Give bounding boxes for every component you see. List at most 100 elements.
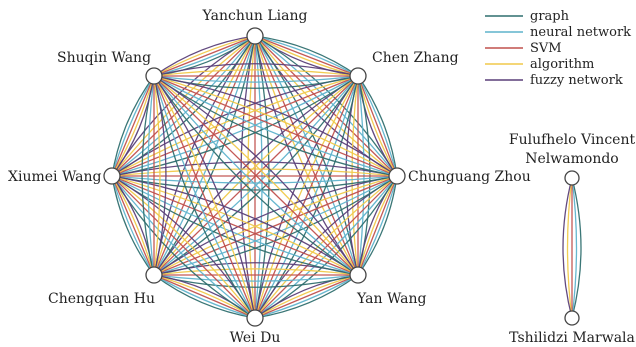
legend-label-fuzzy-network: fuzzy network: [530, 73, 623, 88]
edge-neural-network: [153, 35, 256, 276]
label-tshilidzi-marwala: Tshilidzi Marwala: [509, 330, 635, 346]
edge-neural-network: [571, 177, 578, 319]
edge-neural-network: [357, 75, 398, 177]
edge-graph: [153, 75, 359, 276]
edge-fuzzy-network: [153, 75, 256, 319]
edge-neural-network: [153, 75, 256, 319]
edge-fuzzy-network: [153, 63, 359, 77]
edge-fuzzy-network: [111, 75, 155, 177]
edge-neural-network: [357, 175, 398, 276]
edge-algorithm: [111, 175, 359, 276]
edge-neural-network: [254, 35, 398, 177]
edge-svm: [111, 35, 256, 177]
legend-label-svm: SVM: [530, 41, 562, 56]
edge-svm: [254, 274, 359, 319]
edge-svm: [357, 175, 398, 276]
label-fulufhelo-line2: Nelwamondo: [525, 151, 618, 167]
legend: graph neural network SVM algorithm fuzzy…: [485, 9, 631, 88]
edge-neural-network: [153, 274, 256, 319]
edge-algorithm: [357, 175, 398, 276]
edge-graph: [254, 35, 270, 319]
node-chen-zhang: [349, 67, 367, 85]
edge-svm: [254, 35, 398, 177]
edge-svm: [153, 75, 398, 177]
edge-algorithm: [153, 175, 398, 276]
edge-fuzzy-network: [240, 35, 256, 319]
label-wei-du: Wei Du: [230, 330, 281, 346]
edge-algorithm: [254, 175, 398, 319]
legend-label-algorithm: algorithm: [530, 57, 594, 72]
edge-svm: [254, 35, 359, 77]
node-xiumei-wang: [103, 167, 121, 185]
edge-layer: [111, 35, 582, 319]
node-fulufhelo-nelwamondo: [564, 170, 580, 186]
edge-svm: [111, 75, 155, 177]
edge-neural-network: [254, 35, 359, 77]
legend-label-neural-network: neural network: [530, 25, 631, 40]
edge-neural-network: [153, 175, 398, 276]
edge-graph: [357, 75, 398, 177]
label-chen-zhang: Chen Zhang: [372, 50, 459, 66]
edge-neural-network: [111, 35, 256, 177]
edge-algorithm: [153, 75, 359, 276]
node-layer: [103, 27, 580, 327]
edge-svm: [357, 75, 398, 177]
edge-neural-network: [111, 75, 155, 177]
legend-label-graph: graph: [530, 9, 570, 24]
edge-svm: [153, 274, 256, 319]
edge-fuzzy-network: [153, 75, 359, 276]
edge-graph: [254, 35, 359, 77]
edge-neural-network: [153, 274, 359, 282]
label-yan-wang: Yan Wang: [356, 291, 427, 307]
edge-algorithm: [153, 75, 161, 276]
edge-graph: [111, 175, 155, 276]
node-yanchun-liang: [246, 27, 264, 45]
edge-algorithm: [111, 175, 155, 276]
edge-algorithm: [153, 35, 256, 77]
node-tshilidzi-marwala: [564, 310, 580, 326]
edge-neural-network: [147, 75, 155, 276]
node-chengquan-hu: [145, 266, 163, 284]
edge-svm: [153, 35, 256, 77]
edge-neural-network: [153, 75, 359, 83]
edge-neural-network: [254, 274, 359, 319]
edge-neural-network: [254, 175, 398, 319]
edge-graph: [153, 35, 256, 276]
edge-algorithm: [153, 75, 256, 319]
edge-neural-network: [111, 175, 256, 319]
edge-svm: [153, 175, 398, 276]
edge-neural-network: [254, 35, 263, 319]
edge-neural-network: [254, 35, 359, 276]
edge-neural-network: [153, 75, 359, 276]
edge-algorithm: [111, 75, 155, 177]
edge-fuzzy-network: [153, 75, 167, 276]
label-fulufhelo-line1: Fulufhelo Vincent: [509, 132, 636, 148]
edge-graph: [357, 175, 398, 276]
label-layer: Yanchun Liang Chen Zhang Chunguang Zhou …: [8, 8, 635, 346]
edge-svm: [254, 175, 398, 319]
edge-neural-network: [153, 75, 398, 177]
edge-svm: [153, 75, 256, 319]
edge-neural-network: [254, 75, 359, 319]
edge-svm: [111, 175, 256, 319]
edge-graph: [111, 75, 155, 177]
edge-graph: [111, 175, 359, 276]
edge-graph: [571, 177, 582, 319]
edge-graph: [254, 274, 359, 319]
edge-fuzzy-network: [153, 175, 398, 276]
edge-fuzzy-network: [562, 177, 573, 319]
edge-algorithm: [254, 35, 359, 276]
edge-fuzzy-network: [153, 35, 256, 77]
edge-algorithm: [254, 35, 398, 177]
node-shuqin-wang: [145, 67, 163, 85]
edge-algorithm: [254, 274, 359, 319]
edge-fuzzy-network: [111, 175, 359, 276]
edge-neural-network: [111, 75, 359, 177]
edge-algorithm: [566, 177, 573, 319]
node-chunguang-zhou: [388, 167, 406, 185]
edge-svm: [111, 175, 155, 276]
edge-algorithm: [111, 175, 256, 319]
node-wei-du: [246, 309, 264, 327]
edge-svm: [153, 75, 359, 276]
label-chunguang-zhou: Chunguang Zhou: [408, 169, 531, 185]
